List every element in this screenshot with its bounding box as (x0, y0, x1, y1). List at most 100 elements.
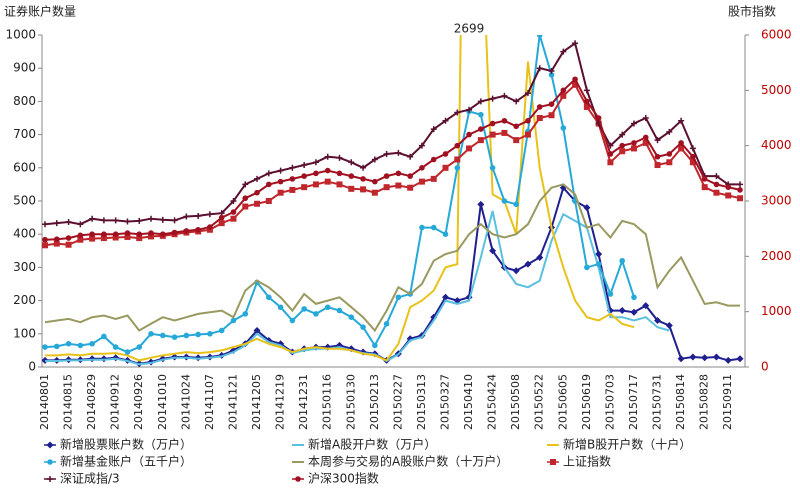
point (407, 153, 414, 160)
x-tick-label: 20150410 (462, 374, 475, 430)
point (266, 181, 272, 188)
point (430, 126, 437, 133)
x-tick-label: 20150130 (344, 374, 357, 430)
point (159, 216, 166, 223)
point (442, 117, 449, 124)
point (631, 294, 637, 301)
point (100, 235, 107, 242)
point (42, 236, 48, 243)
point (183, 228, 190, 234)
point (312, 159, 319, 166)
point (148, 215, 155, 222)
point (195, 212, 202, 219)
point (360, 324, 366, 330)
point (254, 189, 260, 196)
x-tick-label: 20141219 (274, 374, 287, 430)
point (453, 297, 461, 305)
point (560, 87, 567, 94)
point (65, 241, 72, 248)
point (419, 224, 425, 231)
point (124, 233, 131, 240)
x-tick-label: 20141205 (250, 374, 263, 430)
point (324, 167, 331, 174)
point (454, 142, 461, 149)
point (654, 162, 661, 169)
point (466, 131, 472, 138)
point (454, 165, 461, 171)
x-tick-label: 20150717 (627, 374, 640, 430)
point (584, 264, 590, 271)
point (383, 184, 390, 191)
point (619, 142, 626, 149)
point (619, 257, 626, 264)
plot-area (42, 35, 744, 367)
y2-tick-label: 3000 (761, 194, 792, 208)
point (501, 129, 508, 136)
point (418, 178, 425, 185)
x-tick-label: 20150313 (415, 374, 428, 430)
point (513, 137, 520, 144)
point (171, 217, 178, 224)
point (112, 217, 119, 224)
y-tick-label: 800 (13, 94, 36, 108)
y2-tick-label: 4000 (761, 138, 792, 152)
point (501, 117, 508, 124)
point (171, 334, 178, 340)
point (77, 236, 84, 243)
y2-tick-label: 0 (761, 360, 769, 374)
point (101, 231, 107, 237)
point (336, 307, 343, 314)
point (560, 48, 567, 55)
point (595, 115, 602, 121)
y-tick-label: 400 (13, 227, 36, 241)
y-tick-label: 200 (13, 293, 36, 307)
point (312, 181, 319, 188)
point (584, 98, 590, 105)
point (265, 170, 272, 177)
x-tick-label: 20140912 (109, 374, 122, 430)
point (301, 184, 308, 191)
point (89, 231, 95, 237)
point (513, 98, 520, 105)
series-line (45, 35, 635, 362)
legend-label: 本周参与交易的A股账户数（十万户） (308, 454, 508, 469)
point (289, 164, 296, 171)
point (348, 314, 355, 321)
point (148, 331, 154, 337)
point (442, 231, 449, 237)
point (407, 184, 414, 191)
x-tick-label: 20150522 (533, 374, 546, 430)
legend-label: 上证指数 (563, 454, 611, 469)
point (42, 344, 48, 350)
point (336, 154, 343, 161)
x-tick-label: 20150213 (368, 374, 381, 430)
point (265, 198, 272, 204)
point (701, 176, 708, 182)
point (477, 98, 484, 105)
x-tick-label: 20141024 (179, 374, 192, 430)
x-tick-label: 20140815 (62, 374, 75, 430)
x-tick-label: 20150911 (721, 374, 734, 430)
point (77, 221, 84, 228)
point (442, 164, 449, 171)
point (148, 230, 154, 236)
point (489, 165, 496, 171)
point (595, 261, 602, 267)
point (713, 173, 720, 180)
y-tick-label: 700 (13, 127, 36, 141)
y-axis-title: 证券账户数量 (4, 4, 76, 19)
point (536, 253, 544, 261)
point (336, 170, 343, 177)
point (136, 217, 143, 224)
point (630, 145, 637, 152)
point (524, 131, 531, 138)
point (159, 231, 166, 237)
x-tick-label: 20150703 (603, 374, 616, 430)
point (678, 117, 685, 124)
point (678, 140, 684, 146)
point (372, 178, 378, 185)
point (689, 159, 696, 166)
point (195, 226, 201, 233)
point (148, 233, 155, 240)
